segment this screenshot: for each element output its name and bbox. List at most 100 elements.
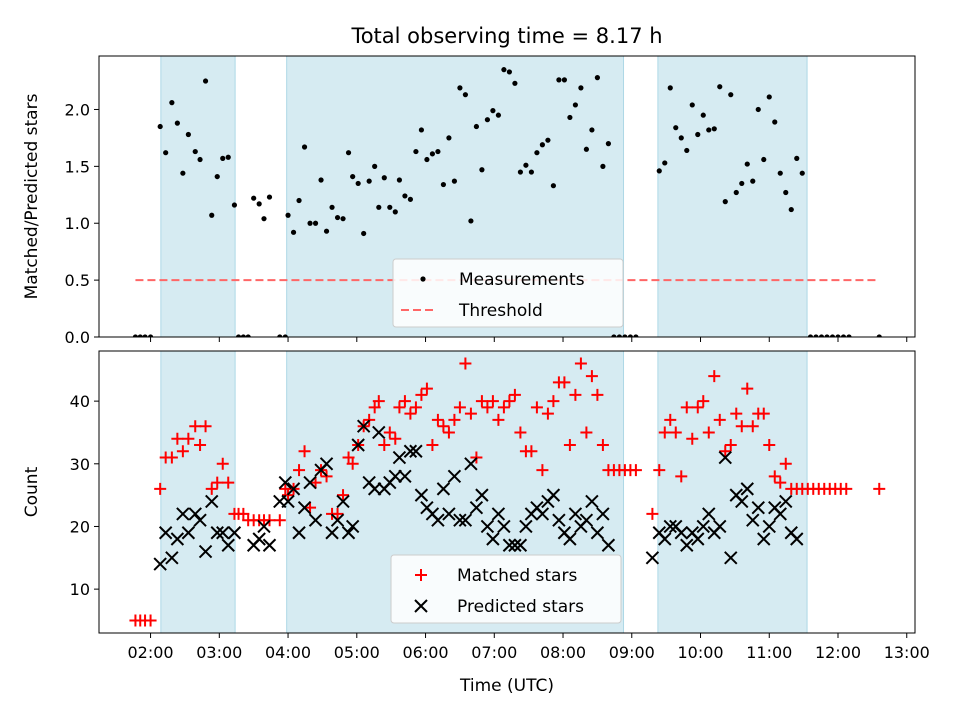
x-tick-label: 10:00	[677, 643, 723, 662]
x-tick-label: 13:00	[884, 643, 930, 662]
x-tick-label: 08:00	[540, 643, 586, 662]
measurement-point	[678, 135, 684, 141]
measurement-point	[318, 177, 324, 183]
matched-star-marker	[741, 382, 754, 395]
predicted-star-marker	[502, 538, 517, 552]
measurement-point	[506, 69, 513, 75]
predicted-star-marker	[341, 526, 356, 540]
measurement-point	[578, 85, 584, 91]
matched-star-marker	[171, 432, 184, 445]
matched-star-marker	[205, 482, 218, 495]
matched-star-marker	[541, 407, 554, 420]
measurement-point	[695, 131, 701, 138]
measurement-point	[772, 119, 778, 125]
matched-star-marker	[730, 407, 743, 420]
matched-star-marker	[331, 507, 344, 520]
measurement-point	[251, 195, 257, 201]
matched-star-marker	[426, 439, 439, 451]
predicted-star-marker	[216, 526, 230, 540]
measurement-point	[209, 212, 215, 218]
measurement-point	[846, 334, 852, 337]
y-tick-label: 1.0	[65, 214, 90, 233]
measurement-point	[673, 125, 679, 131]
matched-star-marker	[664, 413, 677, 426]
legend: Matched stars Predicted stars	[390, 554, 622, 624]
legend-box	[390, 554, 622, 624]
observing-window-1	[160, 56, 236, 337]
matched-star-marker	[309, 476, 322, 489]
matched-star-marker	[629, 464, 642, 477]
x-tick-label: 02:00	[128, 643, 174, 662]
matched-star-marker	[686, 432, 699, 445]
predicted-star-marker	[227, 526, 242, 540]
matched-star-marker	[165, 451, 178, 464]
matched-star-marker	[453, 401, 466, 414]
matched-star-marker	[389, 432, 402, 445]
matched-star-marker	[383, 426, 396, 439]
measurement-point	[799, 170, 805, 176]
measurement-point	[689, 102, 695, 108]
predicted-star-marker	[442, 507, 456, 521]
matched-star-marker	[475, 395, 488, 408]
measurement-point	[572, 102, 579, 108]
matched-star-marker	[189, 420, 202, 433]
predicted-star-marker	[464, 457, 478, 471]
predicted-star-marker	[336, 494, 350, 509]
predicted-star-marker	[281, 494, 295, 509]
legend-label: Predicted stars	[457, 597, 584, 617]
measurement-point	[567, 114, 573, 121]
predicted-star-marker	[345, 519, 360, 534]
predicted-star-marker	[674, 526, 688, 540]
matched-star-marker	[346, 457, 359, 470]
measurement-point	[813, 334, 819, 337]
y-tick-label: 2.0	[65, 100, 90, 119]
predicted-star-marker	[469, 500, 484, 515]
figure-title: Total observing time = 8.17 h	[350, 24, 662, 48]
measurement-point	[132, 334, 139, 337]
measurement-point	[711, 126, 717, 132]
predicted-star-marker	[663, 519, 677, 534]
predicted-star-marker	[740, 482, 754, 496]
predicted-star-marker	[590, 526, 605, 540]
measurement-point	[407, 196, 414, 202]
matched-star-marker	[448, 413, 461, 426]
predicted-star-marker	[409, 444, 423, 458]
y-tick-label: 30	[70, 455, 90, 474]
matched-star-marker	[442, 426, 455, 439]
measurement-point	[285, 212, 291, 218]
y-tick-label: 40	[70, 392, 90, 411]
matched-star-marker	[763, 439, 776, 451]
predicted-star-marker	[165, 551, 179, 565]
x-axis-label: Time (UTC)	[459, 676, 554, 696]
legend-label: Measurements	[459, 270, 585, 290]
measurement-point	[282, 334, 288, 337]
measurement-point	[197, 156, 203, 163]
matched-star-marker	[514, 426, 527, 439]
predicted-star-marker	[297, 500, 312, 515]
predicted-star-marker	[431, 513, 445, 527]
predicted-star-marker	[221, 538, 235, 552]
matched-star-marker	[503, 395, 516, 408]
predicted-star-marker	[278, 475, 293, 490]
predicted-star-marker	[351, 438, 365, 452]
x-tick-label: 05:00	[334, 643, 380, 662]
predicted-star-marker	[746, 513, 760, 527]
legend-matched-swatch	[415, 569, 427, 581]
legend-label: Threshold	[458, 301, 543, 321]
measurement-point	[783, 189, 789, 196]
measurement-point	[794, 155, 800, 161]
measurement-point	[169, 100, 175, 106]
measurement-point	[429, 151, 436, 157]
matched-star-marker	[536, 464, 549, 477]
measurement-point	[157, 123, 163, 130]
matched-star-marker	[464, 407, 477, 420]
measurement-point	[550, 183, 557, 189]
measurement-point	[192, 148, 198, 155]
matched-star-marker	[216, 457, 229, 470]
measurement-point	[818, 334, 825, 337]
measurement-point	[261, 216, 267, 222]
x-tick-label: 09:00	[609, 643, 655, 662]
predicted-star-marker	[519, 519, 533, 534]
predicted-star-marker	[491, 507, 506, 521]
